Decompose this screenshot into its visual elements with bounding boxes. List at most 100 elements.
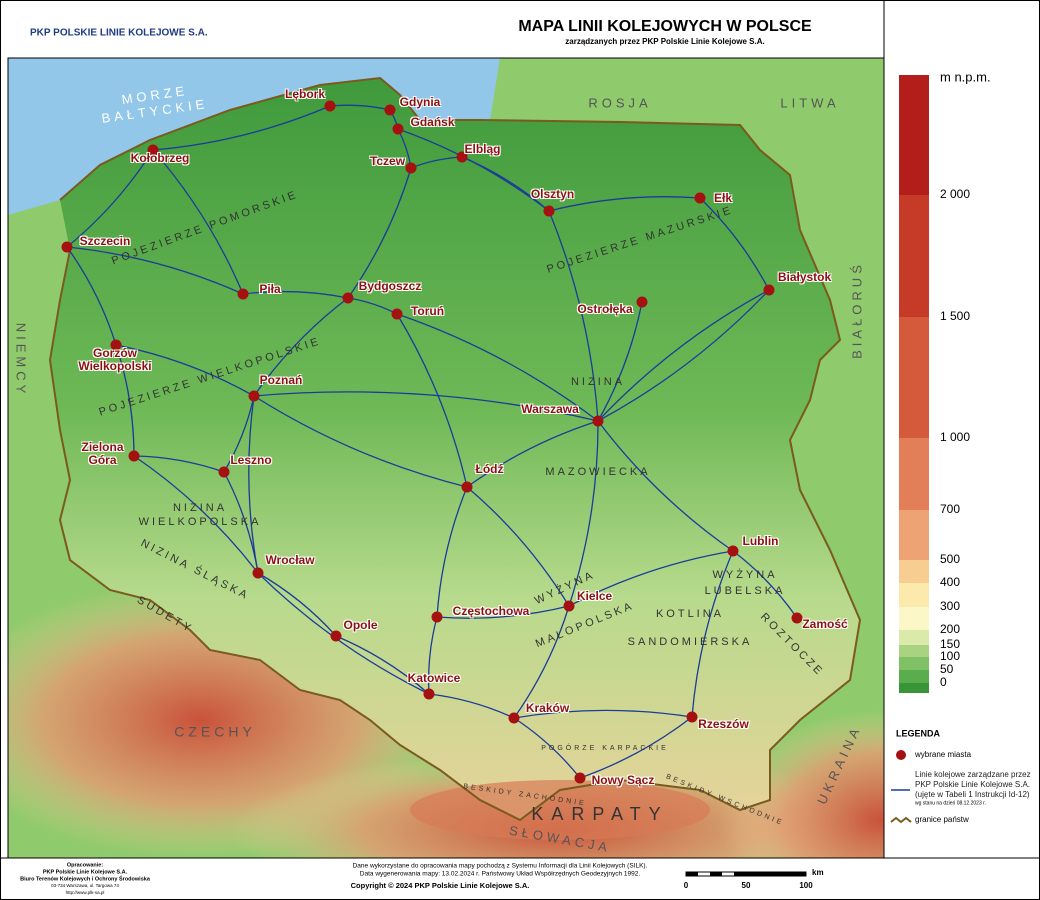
region-label: WIELKOPOLSKA bbox=[139, 516, 262, 528]
rail-line bbox=[133, 455, 259, 574]
elevation-label: 100 bbox=[940, 649, 960, 663]
elevation-label: 0 bbox=[940, 675, 947, 689]
city-marker bbox=[128, 450, 140, 462]
rail-line bbox=[579, 716, 693, 779]
city-label: Szczecin bbox=[79, 234, 131, 248]
elevation-label: 50 bbox=[940, 662, 954, 676]
relief bbox=[410, 780, 710, 840]
city-marker bbox=[574, 772, 586, 784]
region-label: WYŻYNA bbox=[712, 568, 777, 581]
rail-line bbox=[253, 391, 599, 422]
city-label: Gdynia bbox=[399, 95, 441, 109]
city-marker bbox=[405, 162, 417, 174]
rail-line bbox=[152, 105, 331, 151]
rail-line bbox=[257, 572, 337, 637]
city-marker bbox=[384, 104, 396, 116]
city-marker bbox=[686, 711, 698, 723]
sea bbox=[8, 58, 500, 215]
elevation-swatch bbox=[899, 657, 929, 670]
city-label: Warszawa bbox=[521, 402, 579, 416]
country-label: BIAŁORUŚ bbox=[849, 261, 864, 359]
region-label: MAZOWIECKA bbox=[545, 466, 650, 478]
city-marker bbox=[218, 466, 230, 478]
scale-unit: km bbox=[812, 868, 824, 877]
elevation-swatch bbox=[899, 438, 929, 510]
rail-line bbox=[691, 550, 734, 718]
city-marker bbox=[431, 611, 443, 623]
city-label: Nowy Sącz bbox=[591, 773, 655, 787]
city-marker bbox=[694, 192, 706, 204]
scale-bar bbox=[746, 872, 806, 876]
rail-line bbox=[152, 149, 244, 295]
scale-bar bbox=[734, 872, 746, 876]
rail-line bbox=[436, 486, 468, 618]
city-label: Ełk bbox=[713, 191, 732, 205]
city-marker bbox=[391, 308, 403, 320]
city-label: Łódź bbox=[475, 462, 504, 476]
elevation-label: 300 bbox=[940, 599, 960, 613]
city-label: Tczew bbox=[369, 154, 406, 168]
rail-line bbox=[548, 196, 701, 212]
region-label: KARPATY bbox=[531, 804, 668, 824]
rail-line bbox=[66, 246, 117, 346]
rail-line bbox=[513, 605, 570, 719]
elevation-swatch bbox=[899, 75, 929, 195]
footer-author: http://www.plk-sa.pl bbox=[66, 890, 105, 895]
city-marker bbox=[248, 390, 260, 402]
city-marker bbox=[563, 600, 575, 612]
country-label: ROSJA bbox=[588, 95, 651, 110]
city-marker bbox=[508, 712, 520, 724]
rail-line bbox=[253, 395, 468, 488]
scale-label: 50 bbox=[742, 881, 751, 890]
elevation-label: 500 bbox=[940, 552, 960, 566]
country-label: CZECHY bbox=[174, 724, 256, 740]
rail-line bbox=[396, 313, 599, 422]
city-label: Bydgoszcz bbox=[358, 279, 422, 293]
city-marker bbox=[342, 292, 354, 304]
city-marker bbox=[763, 284, 775, 296]
rail-line bbox=[597, 420, 734, 552]
legend-item: wybrane miasta bbox=[914, 750, 972, 759]
city-marker bbox=[456, 151, 468, 163]
elevation-swatch bbox=[899, 683, 929, 693]
city-label: Opole bbox=[343, 618, 378, 632]
rail-line bbox=[396, 313, 468, 488]
elevation-swatch bbox=[899, 607, 929, 630]
city-marker bbox=[324, 100, 336, 112]
rail-line bbox=[115, 344, 255, 397]
elevation-label: 1 000 bbox=[940, 430, 970, 444]
city-label: Zamość bbox=[802, 617, 848, 631]
legend-item: Linie kolejowe zarządzane przez PKP Pols… bbox=[915, 770, 1031, 799]
city-marker bbox=[727, 545, 739, 557]
rail-line bbox=[568, 420, 599, 607]
rail-line bbox=[513, 717, 581, 779]
rail-line bbox=[732, 550, 798, 619]
region-label: POGÓRZE KARPACKIE bbox=[541, 743, 669, 752]
footer-note: Data wygenerowania mapy: 13.02.2024 r. P… bbox=[360, 871, 641, 878]
footer-author: Opracowanie: bbox=[67, 862, 104, 868]
city-label: Wrocław bbox=[265, 553, 315, 567]
city-label: Kołobrzeg bbox=[130, 151, 190, 165]
rail-line bbox=[223, 395, 255, 473]
rail-line bbox=[133, 455, 225, 473]
elevation-swatch bbox=[899, 583, 929, 607]
elevation-label: 1 500 bbox=[940, 309, 970, 323]
elevation-label: 2 000 bbox=[940, 187, 970, 201]
region-label: KOTLINA bbox=[656, 608, 724, 620]
rail-line bbox=[466, 420, 599, 488]
city-label: Piła bbox=[259, 282, 281, 296]
legend-note: wg stanu na dzień 08.12.2023 r. bbox=[915, 800, 986, 806]
rail-line bbox=[466, 486, 570, 607]
city-label: Katowice bbox=[407, 671, 461, 685]
elevation-swatch bbox=[899, 630, 929, 645]
city-label: Gdańsk bbox=[410, 115, 455, 129]
rail-line bbox=[568, 550, 734, 607]
scale-label: 0 bbox=[684, 881, 689, 890]
title: MAPA LINII KOLEJOWYCH W POLSCE bbox=[518, 18, 812, 35]
rail-line bbox=[548, 210, 599, 422]
elevation-label: 200 bbox=[940, 622, 960, 636]
map bbox=[8, 58, 884, 858]
city-marker bbox=[252, 567, 264, 579]
region-label: LUBELSKA bbox=[705, 585, 786, 597]
city-marker bbox=[636, 296, 648, 308]
